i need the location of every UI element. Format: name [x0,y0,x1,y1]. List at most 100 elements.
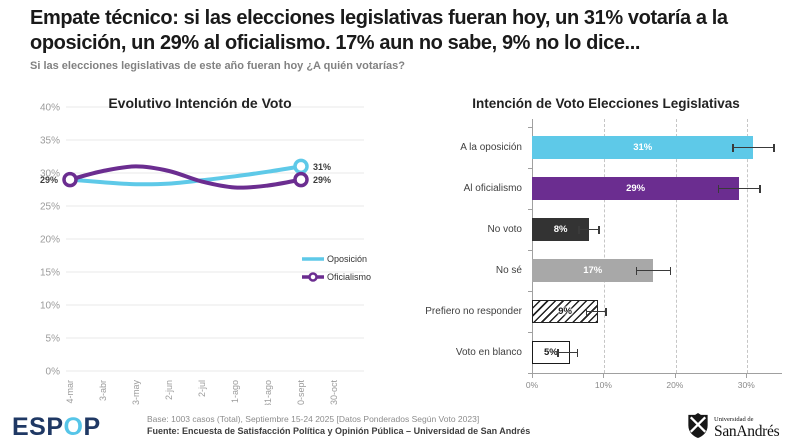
bar-row: No sé 17% [420,250,792,291]
x-tick-label: 1-ago [230,380,240,403]
bar-chart-title: Intención de Voto Elecciones Legislativa… [472,96,740,111]
bar-zone: 5% [532,341,782,364]
page-title: Empate técnico: si las elecciones legisl… [30,7,728,54]
footer-fuente-text: Fuente: Encuesta de Satisfacción Polític… [147,426,531,437]
legend-label: Oposición [327,254,367,264]
error-bar [717,185,761,192]
bar-value-label: 17% [583,265,603,276]
axis-tick [528,127,533,128]
data-point-marker [62,171,78,188]
end-value-label: 29% [313,175,331,185]
axis-tick [674,374,676,378]
bar-value-label: 5% [543,347,558,358]
x-tick-label: 3-abr [98,380,108,401]
vertical-gridline [604,119,606,373]
x-tick-label: 30-oct [329,380,339,405]
x-tick-label: 31-ago [263,380,273,405]
y-tick-label: 15% [40,268,60,279]
start-value-label: 29% [40,175,58,185]
x-tick-label: 3-may [131,380,141,405]
error-bar [557,349,579,356]
error-bar [635,267,672,274]
bar-category-label: No sé [495,265,522,276]
espop-logo-text: ESP [12,413,64,441]
bar-zone: 17% [532,259,782,282]
bar-row: Al oficialismo 29% [420,168,792,209]
axis-tick [603,374,605,378]
y-tick-label: 35% [40,136,60,147]
x-tick-label: 2-jul [197,380,207,397]
vertical-gridline [675,119,677,373]
bar-category-label: No voto [487,224,522,235]
series-line [68,164,303,187]
x-tick-label: 30-sept [296,380,306,405]
bar-value-label: 29% [626,183,646,194]
bar-row: Prefiero no responder 9% [420,291,792,332]
axis-tick [528,209,533,210]
bar-category-label: Voto en blanco [455,347,522,358]
bar-zone: 8% [532,218,782,241]
axis-tick [528,168,533,169]
espop-logo-o: O [63,413,84,441]
san-andres-wordmark: Universidad de SanAndrés [714,415,780,440]
error-bar [578,226,601,233]
line-chart-svg: 0% 5% 10% 15% 20% 25% 30% 35% 40% 4-mar 3-abr 3-may… [40,103,371,411]
end-value-label: 31% [313,162,331,172]
legend-label: Oficialismo [327,272,371,282]
footer-source-block: Base: 1003 casos (Total), Septiembre 15-… [147,414,530,438]
y-tick-label: 30% [40,169,60,180]
vertical-gridline [747,119,749,373]
y-tick-label: 0% [46,367,61,378]
line-chart: 0% 5% 10% 15% 20% 25% 30% 35% 40% 4-mar 3-abr 3-may… [22,93,378,411]
x-tick-label: 20% [666,380,684,390]
espop-logo-text2: P [83,413,101,441]
bar-category-label: Prefiero no responder [425,306,522,317]
bar-row: Voto en blanco 5% [420,332,792,373]
bar-row: A la oposición 31% [420,127,792,168]
bar-category-label: Al oficialismo [463,183,522,194]
bar: 31% [532,136,754,159]
y-tick-label: 20% [40,235,60,246]
axis-tick [528,373,533,374]
san-andres-logo: Universidad de SanAndrés [686,412,780,441]
axis-tick [528,291,533,292]
bar-zone: 9% [532,300,782,323]
bar: 5% [532,341,570,364]
y-tick-label: 40% [40,103,60,114]
data-point-marker [293,171,309,188]
bar-zone: 31% [532,136,782,159]
x-tick-label: 0% [525,380,539,390]
x-tick-label: 30% [737,380,755,390]
axis-tick [528,250,533,251]
header: Empate técnico: si las elecciones legisl… [30,6,792,72]
y-tick-label: 25% [40,202,60,213]
bar-chart: A la oposición 31% Al oficialismo 29% No vot… [420,119,792,392]
y-tick-label: 10% [40,301,60,312]
bar-chart-panel: Intención de Voto Elecciones Legislativa… [420,95,792,405]
espop-logo: ESPOP [12,413,101,441]
axis-tick [528,332,533,333]
bar-value-label: 8% [553,224,568,235]
san-andres-crest-icon [686,412,710,441]
footer: ESPOP Base: 1003 casos (Total), Septiemb… [0,410,800,441]
bar: 8% [532,218,590,241]
footer-base-text: Base: 1003 casos (Total), Septiembre 15-… [147,414,480,424]
legend-marker [308,272,318,282]
bar: 29% [532,177,740,200]
x-tick-label: 2-jun [164,380,174,400]
university-de-label: Universidad de [714,415,754,423]
bar-category-label: A la oposición [460,142,522,153]
error-bar [585,308,608,315]
x-tick-label: 10% [594,380,612,390]
data-point-marker [293,158,309,175]
bar-row: No voto 8% [420,209,792,250]
bar-x-axis: 0% 10% 20% 30% [526,373,782,392]
axis-tick [532,374,533,378]
error-bar [732,144,775,151]
line-chart-panel: 0% 5% 10% 15% 20% 25% 30% 35% 40% 4-mar 3-abr 3-may… [22,93,378,411]
bar: 17% [532,259,654,282]
page-subtitle: Si las elecciones legislativas de este a… [30,59,405,72]
bar: 9% [532,300,599,323]
line-chart-title: Evolutivo Intención de Voto [108,95,292,111]
